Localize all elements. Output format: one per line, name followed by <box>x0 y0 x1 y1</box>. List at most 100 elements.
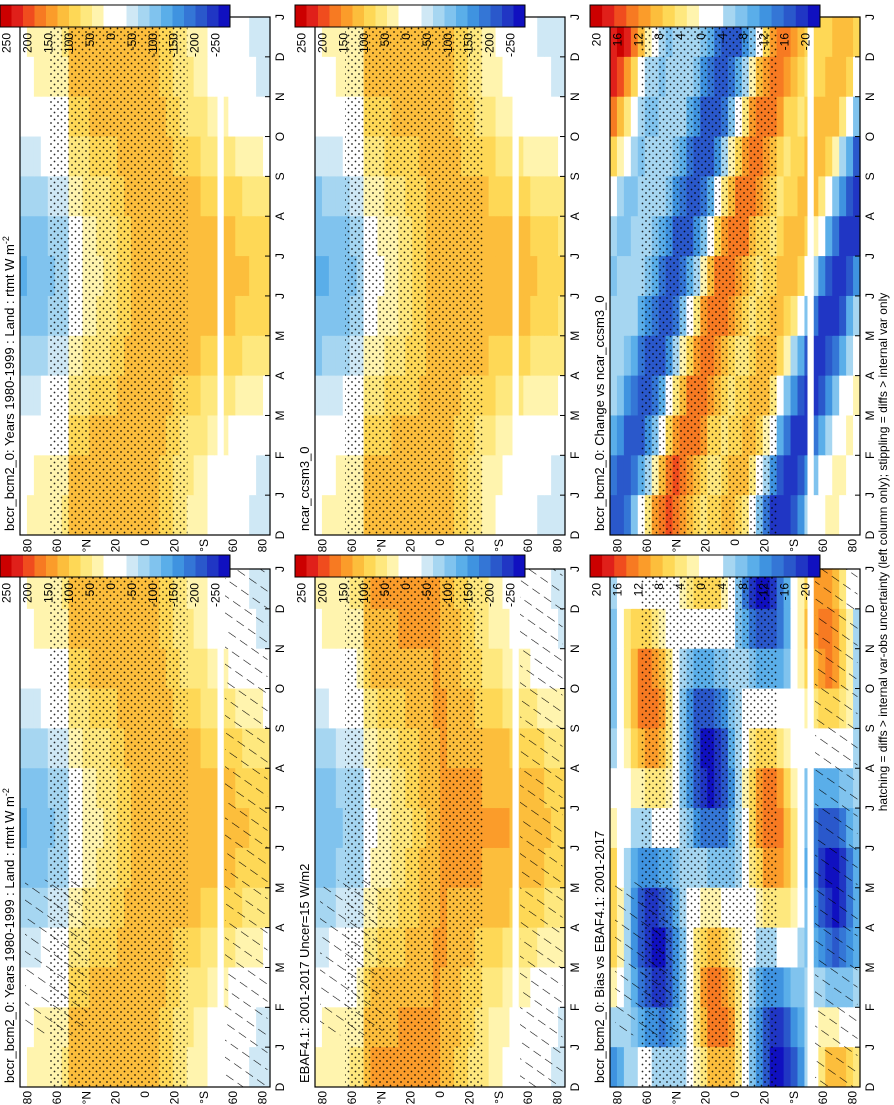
panel-title: bccr_bcm2_0: Bias vs EBAF4.1: 2001-2017 <box>592 831 607 1083</box>
heatmap-cell <box>315 414 323 456</box>
colorbar-swatch <box>735 555 748 577</box>
colorbar-label: 200 <box>315 583 329 603</box>
heatmap-cell <box>328 335 337 376</box>
x-tick-label: D <box>568 52 582 61</box>
heatmap-cell <box>200 608 209 649</box>
x-tick-label: D <box>568 530 582 539</box>
heatmap-cell <box>630 648 639 689</box>
colorbar-swatch <box>614 5 627 27</box>
colorbar-label: -50 <box>125 33 139 51</box>
heatmap-cell <box>488 454 497 496</box>
heatmap-cell <box>40 454 49 496</box>
heatmap-cell <box>790 1046 799 1087</box>
heatmap-cell <box>502 687 511 729</box>
colorbar-p5: 20 16 12 8 4 0 -4 -8 -12 -16 -20 <box>589 554 821 600</box>
panel-title-superscript: -2 <box>1 236 11 244</box>
heatmap-cell <box>193 375 202 416</box>
heatmap-cell <box>321 295 330 336</box>
heatmap-cell <box>20 56 28 97</box>
heatmap-cell <box>790 687 799 729</box>
heatmap-cell <box>33 215 42 257</box>
colorbar-swatch <box>433 555 445 577</box>
colorbar-label: 50 <box>83 33 97 47</box>
heatmap-cell <box>495 56 504 97</box>
hatch-region <box>615 879 678 1036</box>
heatmap-cell <box>20 608 28 649</box>
heatmap-cell <box>193 767 202 809</box>
heatmap-cell <box>263 494 271 535</box>
heatmap-cell <box>846 454 854 496</box>
heatmap-cell <box>537 454 545 496</box>
x-tick-label: J <box>273 1044 287 1050</box>
heatmap-cell <box>623 847 632 888</box>
heatmap-cell <box>481 1046 490 1087</box>
heatmap-cell <box>256 295 264 336</box>
heatmap-cell <box>790 648 799 689</box>
missing-data-band <box>217 569 224 1087</box>
heatmap-cell <box>207 687 216 729</box>
colorbar-label: 0 <box>104 33 118 40</box>
heatmap-cell <box>846 494 854 535</box>
x-tick-label: O <box>273 132 287 141</box>
heatmap-cell <box>207 847 216 888</box>
heatmap-cell <box>328 215 337 257</box>
heatmap-cell <box>26 568 35 609</box>
heatmap-cell <box>328 375 337 416</box>
heatmap-cell <box>846 414 854 456</box>
heatmap-cell <box>616 847 625 888</box>
heatmap-cell <box>321 454 330 496</box>
missing-data-band <box>217 17 224 535</box>
heatmap-cell <box>40 687 49 729</box>
heatmap-cell <box>315 454 323 496</box>
heatmap-cell <box>335 335 344 376</box>
heatmap-cell <box>623 687 632 729</box>
heatmap-cell <box>242 96 250 137</box>
heatmap-cell <box>537 175 545 217</box>
heatmap-cell <box>790 608 799 649</box>
heatmap-cell <box>33 608 42 649</box>
colorbar-p6: 20 16 12 8 4 0 -4 -8 -12 -16 -20 <box>589 4 821 51</box>
heatmap-cell <box>186 1006 195 1048</box>
y-tick-label: °N <box>669 539 683 552</box>
heatmap-cell <box>616 767 625 809</box>
heatmap-cell <box>228 414 236 456</box>
heatmap-cell <box>544 215 552 257</box>
colorbar-label: -250 <box>504 583 518 607</box>
colorbar-swatch <box>602 555 615 577</box>
heatmap-cell <box>488 887 497 928</box>
colorbar-swatch <box>103 555 116 577</box>
heatmap-cell <box>328 1046 337 1087</box>
colorbar-label: -16 <box>778 33 792 51</box>
colorbar-swatch <box>115 5 127 27</box>
heatmap-cell <box>502 414 511 456</box>
heatmap-cell <box>40 727 49 769</box>
heatmap-cell <box>249 175 257 217</box>
heatmap-cell <box>335 687 344 729</box>
colorbar-label: 50 <box>378 33 392 47</box>
y-tick-label: 0 <box>138 539 152 546</box>
y-tick-label: 80 <box>316 539 330 553</box>
heatmap-cell <box>328 807 337 848</box>
heatmap-cell <box>328 96 337 137</box>
colorbar-p4: 250 200 150 100 50 0 -50 -100 -150 -200 -250 <box>294 554 526 607</box>
heatmap-cell <box>790 767 799 809</box>
heatmap-cell <box>558 96 566 137</box>
heatmap-cell <box>502 494 511 535</box>
heatmap-cell <box>321 56 330 97</box>
colorbar-swatch <box>456 555 468 577</box>
heatmap-cell <box>33 807 42 848</box>
colorbar-label: 150 <box>41 33 55 53</box>
heatmap-cell <box>783 56 792 97</box>
heatmap-cell <box>623 568 632 609</box>
heatmap-cell <box>610 375 618 416</box>
heatmap-cell <box>530 215 538 257</box>
heatmap-cell <box>207 887 216 928</box>
x-tick-label: F <box>863 1004 877 1011</box>
x-tick-label: J <box>568 845 582 851</box>
heatmap-cell <box>481 966 490 1008</box>
heatmap-cell <box>263 215 271 257</box>
heatmap-cell <box>26 687 35 729</box>
heatmap-cell <box>186 56 195 97</box>
x-tick-label: S <box>863 724 877 732</box>
colorbar-swatch <box>711 5 724 27</box>
